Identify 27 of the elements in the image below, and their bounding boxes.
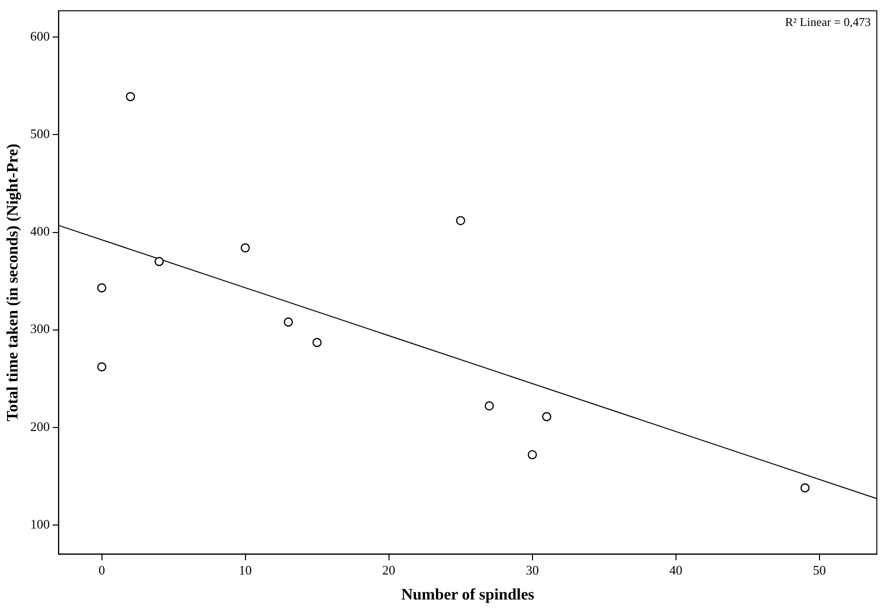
- y-tick-label: 300: [30, 321, 50, 336]
- y-tick-label: 500: [30, 126, 50, 142]
- x-tick-label: 40: [669, 562, 682, 578]
- point: [154, 256, 164, 266]
- x-axis-title: Number of spindles: [401, 586, 534, 604]
- point: [97, 283, 106, 292]
- point: [542, 412, 552, 422]
- y-tick-label: 100: [30, 516, 50, 532]
- point: [284, 317, 293, 327]
- x-tick-label: 30: [526, 562, 539, 578]
- point: [800, 483, 810, 492]
- point: [97, 362, 106, 372]
- y-tick-label: 400: [30, 224, 50, 239]
- point: [240, 243, 250, 252]
- point: [312, 338, 322, 348]
- point: [126, 92, 136, 102]
- point: [456, 216, 466, 226]
- x-tick-label: 10: [238, 562, 252, 578]
- x-tick-label: 50: [812, 562, 826, 578]
- y-tick-label: 200: [30, 418, 50, 434]
- x-tick-label: 20: [382, 562, 396, 578]
- y-axis-title: Total time taken (in seconds) (Night-Pre): [4, 144, 22, 422]
- annotation: R² Linear = 0,473: [785, 14, 871, 29]
- point: [484, 401, 494, 411]
- y-tick-label: 600: [30, 28, 50, 44]
- point: [528, 450, 537, 460]
- x-tick-label: 0: [98, 562, 106, 578]
